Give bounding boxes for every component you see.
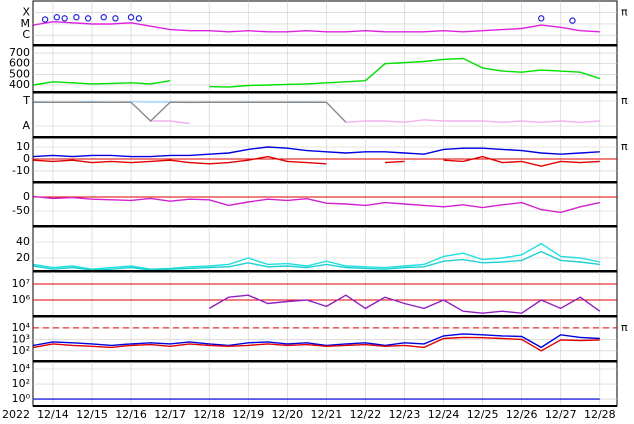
- y-tick-label: 40: [16, 235, 30, 248]
- series-line: [33, 242, 600, 270]
- x-tick-label: 12/20: [271, 408, 303, 421]
- y-tick-label: 400: [9, 78, 30, 91]
- event-marker: [41, 16, 49, 23]
- panel-bg: [32, 92, 618, 138]
- y-tick-label: M: [21, 17, 31, 30]
- x-tick-label: 12/24: [428, 408, 460, 421]
- series-line: [33, 336, 600, 352]
- y-tick-label: 10⁷: [12, 277, 30, 290]
- y-tick-label: 600: [9, 57, 30, 70]
- y-tick-label: 10⁴: [12, 362, 31, 375]
- series-line: [33, 155, 600, 167]
- y-tick-label: 10⁴: [12, 321, 31, 334]
- panel-bg: [32, 226, 618, 272]
- x-tick-label: 12/28: [584, 408, 616, 421]
- panel-bg: [32, 137, 618, 183]
- y-tick-label: A: [22, 119, 30, 132]
- x-tick-label: 12/23: [389, 408, 421, 421]
- series-line: [33, 20, 600, 33]
- series-line: [33, 195, 600, 214]
- series-line: [33, 146, 600, 158]
- y-tick-label: -50: [12, 204, 30, 217]
- x-tick-label: 12/18: [193, 408, 225, 421]
- panel-bg: [32, 271, 618, 317]
- event-marker: [569, 17, 576, 24]
- y-tick-label: 0: [23, 152, 30, 165]
- y-tick-label: 0: [23, 190, 30, 203]
- series-line: [33, 101, 347, 123]
- series-line: [33, 57, 601, 88]
- y-tick-label: X: [22, 6, 30, 19]
- y-tick-label: 10⁰: [12, 392, 31, 405]
- x-tick-label: 12/21: [311, 408, 343, 421]
- x-tick-label: 12/22: [350, 408, 382, 421]
- y-tick-label: 500: [9, 67, 30, 80]
- y-tick-label: 10²: [12, 344, 30, 357]
- y-tick-label: -10: [12, 164, 30, 177]
- panel-bg: [32, 182, 618, 227]
- panel-bg: [32, 45, 618, 93]
- x-tick-label: 12/15: [76, 408, 108, 421]
- x-tick-label: 12/14: [37, 408, 69, 421]
- event-marker: [53, 14, 61, 21]
- event-marker: [127, 14, 135, 21]
- series-line: [33, 333, 600, 349]
- event-marker: [135, 15, 143, 22]
- x-tick-label: 12/17: [154, 408, 186, 421]
- corner-mark: π: [621, 321, 628, 334]
- series-line: [208, 294, 601, 314]
- y-tick-label: 700: [9, 46, 30, 59]
- corner-mark: π: [621, 140, 628, 153]
- y-tick-label: 20: [16, 251, 30, 264]
- y-tick-label: C: [22, 28, 30, 41]
- x-tick-label: 12/27: [545, 408, 577, 421]
- panel-bg: [32, 316, 618, 362]
- event-marker: [84, 15, 92, 22]
- x-tick-label: 12/25: [467, 408, 499, 421]
- year-label: 2022: [2, 408, 30, 421]
- y-tick-label: T: [22, 94, 30, 107]
- x-tick-label: 12/26: [506, 408, 538, 421]
- y-tick-label: 10³: [12, 332, 30, 345]
- event-marker: [100, 14, 107, 21]
- event-marker: [61, 15, 68, 22]
- y-tick-label: 10²: [12, 377, 30, 390]
- corner-mark: π: [621, 6, 628, 19]
- event-marker: [73, 14, 80, 21]
- event-marker: [538, 15, 545, 22]
- y-tick-label: 10⁶: [12, 293, 31, 306]
- y-tick-label: 10: [16, 140, 30, 153]
- corner-mark: π: [621, 94, 628, 107]
- series-line: [150, 119, 600, 125]
- event-marker: [112, 15, 119, 22]
- x-tick-label: 12/16: [115, 408, 147, 421]
- x-tick-label: 12/19: [232, 408, 264, 421]
- series-line: [33, 250, 600, 271]
